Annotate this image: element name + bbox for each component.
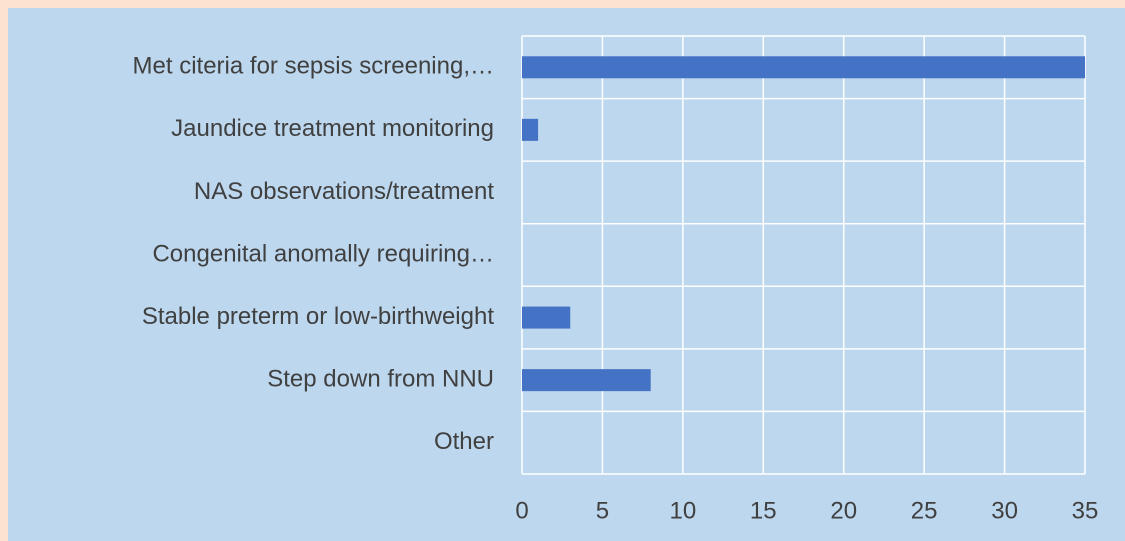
x-tick-label: 10: [670, 497, 697, 524]
x-tick-label: 35: [1072, 497, 1099, 524]
x-tick-label: 30: [991, 497, 1018, 524]
y-tick-label: Congenital anomally requiring…: [152, 240, 494, 267]
bar: [522, 56, 1085, 79]
x-tick-label: 20: [830, 497, 857, 524]
bar: [522, 369, 651, 392]
x-tick-label: 15: [750, 497, 777, 524]
y-tick-label: NAS observations/treatment: [194, 178, 494, 205]
x-tick-label: 25: [911, 497, 938, 524]
x-tick-label: 5: [596, 497, 609, 524]
y-tick-label: Met citeria for sepsis screening,…: [133, 53, 494, 80]
y-tick-label: Stable preterm or low-birthweight: [142, 303, 494, 330]
y-tick-label: Other: [434, 428, 494, 455]
y-tick-label: Jaundice treatment monitoring: [171, 115, 494, 142]
bar: [522, 306, 571, 329]
chart-background: [8, 8, 1125, 541]
bar: [522, 118, 539, 141]
y-tick-label: Step down from NNU: [267, 365, 494, 392]
x-tick-label: 0: [515, 497, 528, 524]
